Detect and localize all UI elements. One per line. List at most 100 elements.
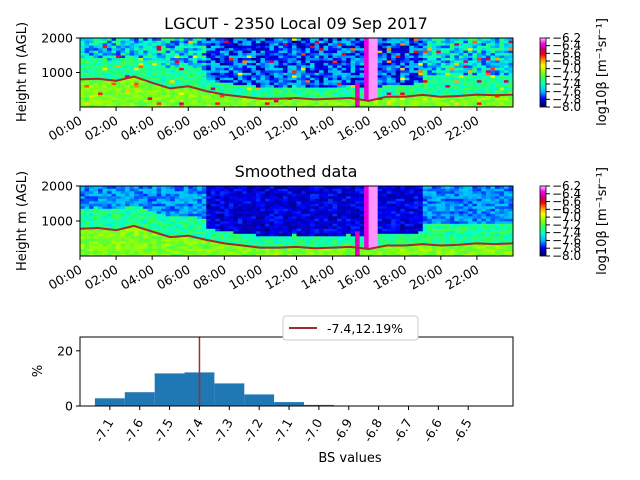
heatmap-cell (291, 42, 297, 46)
heatmap-cell (242, 196, 248, 199)
heatmap-cell (120, 253, 126, 257)
colorbar-ticks: −6.2−6.4−6.6−6.8−7.0−7.2−7.4−7.6−7.8−8.0 (546, 31, 581, 114)
heatmap-cell (260, 55, 266, 59)
heatmap-cell (120, 218, 126, 222)
heatmap-cell (346, 87, 351, 91)
heatmap-cell (197, 77, 203, 81)
heatmap-cell (84, 84, 90, 88)
heatmap-cell (391, 246, 397, 249)
heatmap-cell (134, 38, 139, 41)
heatmap-cell (328, 216, 333, 219)
heatmap-cell (129, 216, 135, 219)
heatmap-cell (129, 233, 135, 237)
heatmap-cell (107, 248, 112, 252)
heatmap-cell (427, 40, 433, 44)
heatmap-cell (341, 38, 347, 41)
heatmap-cell (125, 57, 130, 61)
heatmap-cell (125, 52, 130, 56)
heatmap-cell (368, 104, 374, 108)
heatmap-cell (463, 77, 469, 81)
heatmap-cell (120, 40, 126, 44)
heatmap-cell (301, 72, 306, 76)
heatmap-cell (436, 104, 442, 108)
heatmap-cell (436, 191, 442, 194)
heatmap-cell (485, 77, 491, 81)
heatmap-cell (485, 94, 491, 98)
heatmap-cell (246, 79, 252, 83)
heatmap-cell (310, 218, 315, 222)
heatmap-cell (494, 102, 500, 105)
heatmap-cell (210, 191, 216, 194)
heatmap-cell (332, 213, 338, 217)
heatmap-cell (377, 191, 383, 194)
heatmap-cell (328, 55, 333, 59)
heatmap-cell (102, 236, 108, 239)
heatmap-cell (427, 50, 433, 54)
heatmap-cell (273, 102, 279, 105)
heatmap-cell (156, 236, 162, 239)
heatmap-cell (355, 248, 360, 252)
heatmap-cell (264, 70, 270, 73)
heatmap-cell (233, 40, 239, 44)
heatmap-cell (454, 77, 460, 81)
heatmap-cell (323, 223, 329, 227)
heatmap-cell (494, 72, 500, 76)
heatmap-cell (237, 74, 243, 78)
heatmap-cell (467, 84, 473, 88)
heatmap-cell (251, 208, 257, 212)
heatmap-cell (319, 226, 324, 229)
heatmap-cell (305, 47, 311, 51)
heatmap-cell (409, 99, 415, 103)
heatmap-cell (323, 92, 329, 95)
heatmap-cell (436, 208, 442, 212)
heatmap-cell (409, 45, 415, 49)
heatmap-cell (404, 50, 410, 54)
heatmap-cell (503, 38, 509, 41)
heatmap-cell (210, 203, 216, 207)
heatmap-cell (197, 201, 203, 204)
heatmap-cell (427, 104, 433, 108)
heatmap-cell (310, 55, 315, 59)
heatmap-cell (508, 42, 514, 46)
heatmap-cell (93, 40, 99, 44)
heatmap-cell (147, 188, 153, 192)
heatmap-cell (368, 231, 374, 234)
heatmap-cell (391, 218, 397, 222)
heatmap-cell (210, 52, 216, 56)
heatmap-cell (386, 238, 392, 242)
heatmap-cell (102, 238, 108, 242)
heatmap-cell (395, 191, 401, 194)
colorbar-tick-label: −7.2 (552, 69, 581, 83)
heatmap-cell (364, 241, 369, 244)
heatmap-cell (476, 84, 482, 88)
heatmap-cell (174, 246, 180, 249)
heatmap-cell (278, 241, 284, 244)
heatmap-cell (454, 67, 460, 71)
heatmap-cell (206, 55, 212, 59)
heatmap-cell (174, 67, 180, 71)
heatmap-cell (350, 226, 356, 229)
heatmap-cell (391, 208, 397, 212)
heatmap-cell (413, 97, 419, 100)
heatmap-cell (422, 198, 428, 202)
heatmap-cell (341, 236, 347, 239)
heatmap-cell (427, 84, 433, 88)
heatmap-cell (278, 238, 284, 242)
heatmap-cell (373, 218, 378, 222)
heatmap-cell (183, 246, 189, 249)
heatmap-cell (319, 228, 324, 232)
heatmap-cell (282, 186, 288, 189)
heatmap-cell (98, 228, 103, 232)
heatmap-cell (246, 42, 252, 46)
heatmap-cell (188, 92, 194, 95)
heatmap-cell (291, 70, 297, 73)
heatmap-cell (373, 72, 378, 76)
heatmap-cell (404, 102, 410, 105)
heatmap-cell (165, 216, 171, 219)
heatmap-cell (260, 248, 266, 252)
heatmap-cell (305, 102, 311, 105)
heatmap-cell (445, 92, 451, 95)
heatmap-cell (291, 226, 297, 229)
heatmap-cell (147, 236, 153, 239)
heatmap-cell (98, 40, 103, 44)
